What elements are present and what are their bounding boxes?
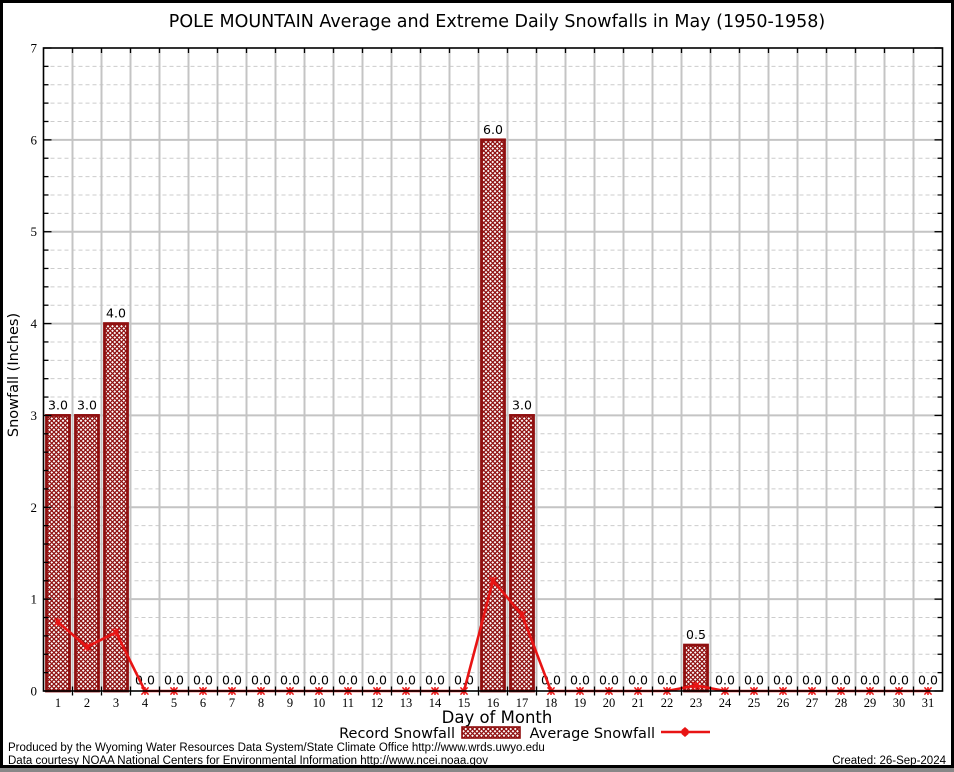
x-tick-label-19: 19 (574, 696, 587, 710)
x-tick-label-8: 8 (258, 696, 264, 710)
average-marker-dot-day-23 (693, 683, 699, 688)
x-tick-label-25: 25 (748, 696, 761, 710)
footer-created-date: Created: 26-Sep-2024 (832, 755, 946, 767)
average-marker-dot-day-17 (519, 612, 525, 618)
legend-record-swatch-icon (461, 726, 521, 739)
x-tick-label-29: 29 (864, 696, 877, 710)
y-tick-label-3: 3 (31, 408, 38, 423)
bar-value-label-day-15: 0.0 (454, 673, 474, 688)
x-tick-label-27: 27 (806, 696, 819, 710)
x-tick-label-11: 11 (342, 696, 354, 710)
bar-value-label-day-27: 0.0 (802, 673, 822, 688)
bar-value-label-day-24: 0.0 (715, 673, 735, 688)
x-tick-label-15: 15 (458, 696, 471, 710)
bar-value-label-day-13: 0.0 (396, 673, 416, 688)
x-tick-label-31: 31 (922, 696, 935, 710)
y-tick-label-1: 1 (31, 592, 38, 607)
x-tick-label-7: 7 (229, 696, 235, 710)
legend-record-label: Record Snowfall (339, 726, 455, 742)
average-marker-dot-day-2 (84, 644, 90, 650)
y-tick-label-5: 5 (31, 224, 38, 239)
bar-value-label-day-21: 0.0 (628, 673, 648, 688)
bar-value-label-day-20: 0.0 (599, 673, 619, 688)
x-tick-label-20: 20 (603, 696, 616, 710)
bar-value-label-day-25: 0.0 (744, 673, 764, 688)
bar-value-label-day-12: 0.0 (367, 673, 387, 688)
bar-value-label-day-23: 0.5 (686, 627, 706, 642)
bar-value-label-day-2: 3.0 (77, 397, 97, 412)
x-tick-label-14: 14 (429, 696, 442, 710)
bar-value-label-day-30: 0.0 (889, 673, 909, 688)
bar-value-label-day-8: 0.0 (251, 673, 271, 688)
bar-value-label-day-19: 0.0 (570, 673, 590, 688)
plot-area: 3.0 3.0 4.0 0.0 0.0 0.0 0.0 0.0 0.0 0.0 0.0 0.0 0.0 0… (31, 41, 944, 710)
bar-value-label-day-17: 3.0 (512, 397, 532, 412)
bar-value-label-day-6: 0.0 (193, 673, 213, 688)
x-tick-label-21: 21 (632, 696, 645, 710)
bar-value-label-day-16: 6.0 (483, 122, 503, 137)
x-tick-label-16: 16 (487, 696, 500, 710)
x-tick-label-17: 17 (516, 696, 529, 710)
y-tick-label-7: 7 (31, 41, 38, 56)
bar-value-label-day-7: 0.0 (222, 673, 242, 688)
y-axis-title: Snowfall (Inches) (6, 313, 22, 437)
bar-value-label-day-28: 0.0 (831, 673, 851, 688)
x-tick-label-6: 6 (200, 696, 206, 710)
x-tick-label-12: 12 (371, 696, 384, 710)
x-tick-label-5: 5 (171, 696, 177, 710)
x-tick-label-3: 3 (113, 696, 119, 710)
footer-data-courtesy: Data courtesy NOAA National Centers for … (8, 755, 488, 767)
x-tick-label-9: 9 (287, 696, 293, 710)
bar-value-label-day-31: 0.0 (918, 673, 938, 688)
bar-value-label-day-10: 0.0 (309, 673, 329, 688)
legend-average-swatch-icon (661, 727, 710, 737)
bar-value-label-day-11: 0.0 (338, 673, 358, 688)
y-tick-label-0: 0 (31, 684, 38, 699)
footer: Produced by the Wyoming Water Resources … (8, 742, 947, 767)
x-tick-label-28: 28 (835, 696, 848, 710)
bar-value-label-day-29: 0.0 (860, 673, 880, 688)
bar-value-label-day-1: 3.0 (48, 397, 68, 412)
x-tick-label-30: 30 (893, 696, 906, 710)
x-tick-label-13: 13 (400, 696, 413, 710)
average-marker-dot-day-16 (490, 578, 496, 584)
chart-title: POLE MOUNTAIN Average and Extreme Daily … (169, 12, 825, 32)
x-tick-label-2: 2 (84, 696, 90, 710)
x-axis-title: Day of Month (442, 708, 553, 727)
bar-value-label-day-26: 0.0 (773, 673, 793, 688)
bar-value-label-day-9: 0.0 (280, 673, 300, 688)
y-tick-label-6: 6 (31, 132, 38, 147)
bar-value-label-day-22: 0.0 (657, 673, 677, 688)
plot-border (42, 47, 944, 692)
bar-value-label-day-5: 0.0 (164, 673, 184, 688)
average-marker-dot-day-1 (55, 619, 61, 625)
record-bar-day-17 (509, 414, 535, 693)
legend: Record Snowfall Average Snowfall (339, 726, 710, 742)
x-tick-label-10: 10 (313, 696, 326, 710)
y-tick-label-4: 4 (31, 316, 38, 331)
x-tick-label-1: 1 (55, 696, 61, 710)
x-tick-label-18: 18 (545, 696, 558, 710)
x-tick-label-26: 26 (777, 696, 790, 710)
x-tick-label-22: 22 (661, 696, 674, 710)
legend-average-label: Average Snowfall (530, 726, 655, 742)
x-tick-label-24: 24 (719, 696, 732, 710)
y-tick-label-2: 2 (31, 500, 38, 515)
x-tick-label-4: 4 (142, 696, 149, 710)
bar-value-label-day-3: 4.0 (106, 306, 126, 321)
bar-value-label-day-14: 0.0 (425, 673, 445, 688)
footer-produced-by: Produced by the Wyoming Water Resources … (8, 742, 545, 754)
average-marker-dot-day-3 (113, 629, 119, 635)
record-bar-day-1 (45, 414, 71, 693)
x-tick-label-23: 23 (690, 696, 703, 710)
